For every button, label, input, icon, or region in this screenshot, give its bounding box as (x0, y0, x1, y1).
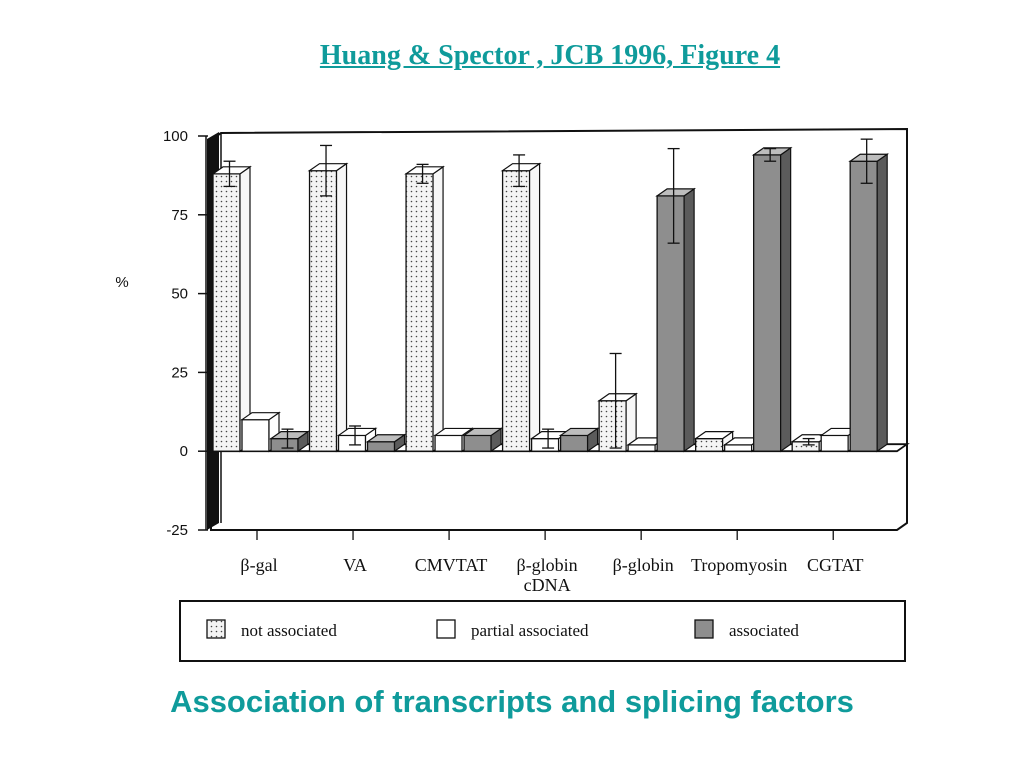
bar (695, 437, 724, 452)
bar-side (239, 165, 251, 453)
bar-top (751, 147, 793, 156)
bar-top (597, 393, 639, 402)
legend-swatch (436, 619, 456, 639)
bar-top (336, 427, 378, 437)
bar-top (693, 430, 735, 440)
bar-top (500, 163, 542, 172)
chart-bars (211, 138, 890, 453)
legend-label: partial associated (471, 621, 589, 640)
bar-side (876, 153, 888, 453)
x-tick-label: Tropomyosin (691, 555, 787, 575)
chart-legend: not associated partial associated associat… (179, 600, 906, 662)
bar-top (558, 427, 600, 437)
legend-label: not associated (241, 621, 337, 640)
bar (501, 170, 531, 452)
bar (849, 160, 878, 452)
legend-box (179, 600, 906, 662)
bar (366, 441, 396, 452)
bar (463, 434, 492, 452)
bar-top (848, 153, 890, 162)
bar (308, 170, 338, 452)
y-tick-label: 50 (171, 286, 188, 303)
y-tick-label: 25 (171, 364, 188, 381)
bar-top (307, 163, 349, 172)
y-tick-label: -25 (166, 522, 188, 539)
bar-top (462, 427, 503, 437)
bar (212, 173, 241, 452)
slide-subtitle: Association of transcripts and splicing … (170, 684, 854, 719)
y-tick-label: 100 (163, 128, 188, 145)
bar (337, 434, 367, 452)
bar-top (655, 188, 697, 197)
bar-top (404, 166, 445, 175)
legend-swatch (694, 619, 714, 639)
bar (753, 154, 782, 452)
bar (820, 434, 849, 452)
bar (724, 444, 753, 452)
y-axis-label: % (115, 274, 128, 291)
x-tick-label: β-globin (613, 555, 674, 575)
y-tick-label: 75 (171, 207, 188, 224)
bar (598, 400, 627, 452)
bar (656, 195, 685, 452)
bar (559, 434, 589, 452)
bar (270, 437, 299, 452)
bar (405, 173, 434, 452)
bar (530, 437, 560, 452)
bar-side (528, 162, 541, 453)
bar-side (683, 187, 695, 453)
legend-label: associated (729, 621, 799, 640)
x-tick-label: β-gal (240, 555, 277, 575)
bar-top (433, 427, 474, 437)
bar-side (432, 165, 444, 453)
bar-top (269, 430, 310, 440)
bar-top (240, 412, 281, 421)
bar (241, 419, 270, 452)
bar (791, 441, 820, 452)
bar-side (335, 162, 348, 453)
x-tick-label: CGTAT (807, 555, 864, 575)
bar (434, 434, 463, 452)
x-tick-label: cDNA (524, 575, 571, 595)
x-tick-label: β-globin (517, 555, 578, 575)
y-tick-label: 0 (180, 443, 188, 460)
bar (627, 444, 656, 452)
x-tick-label: VA (343, 555, 367, 575)
bar-top (211, 166, 252, 175)
bar-top (365, 434, 407, 443)
x-tick-label: CMVTAT (415, 555, 488, 575)
slide-title: Huang & Spector , JCB 1996, Figure 4 (319, 40, 781, 71)
legend-swatch (206, 619, 226, 639)
bar-side (780, 146, 792, 453)
